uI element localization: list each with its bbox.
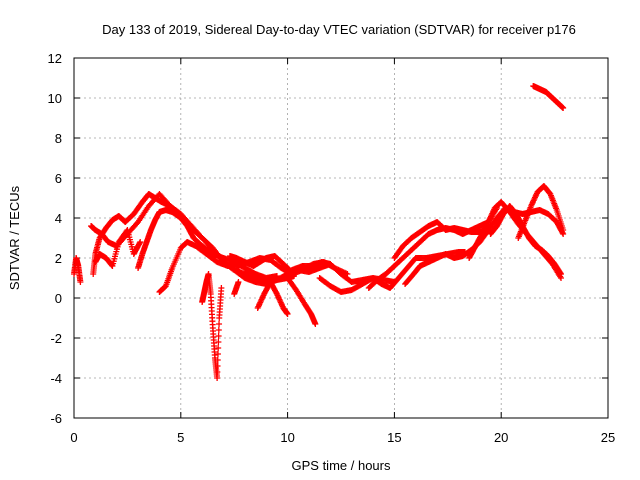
series-arc-16 bbox=[402, 205, 567, 287]
data-point bbox=[558, 271, 565, 277]
y-tick-label: 0 bbox=[55, 291, 62, 306]
y-tick-label: -6 bbox=[50, 411, 62, 426]
data-point bbox=[214, 363, 221, 369]
data-point bbox=[77, 279, 84, 285]
x-tick-label: 0 bbox=[70, 430, 77, 445]
y-axis-label: SDTVAR / TECUs bbox=[7, 185, 22, 290]
axis-ticks: 0 5 10 15 20 25 -6 -4 -2 0 2 4 6 8 10 12 bbox=[48, 51, 616, 445]
x-tick-label: 15 bbox=[387, 430, 401, 445]
y-tick-label: 12 bbox=[48, 51, 62, 66]
data-point bbox=[215, 333, 222, 339]
data-point bbox=[137, 239, 144, 245]
data-point bbox=[214, 369, 221, 375]
series-arc-8 bbox=[226, 253, 295, 275]
data-point bbox=[215, 339, 222, 345]
plot-frame bbox=[73, 57, 609, 419]
data-point bbox=[235, 279, 242, 285]
series-arc-7 bbox=[199, 271, 225, 381]
grid bbox=[74, 58, 608, 418]
y-tick-label: 8 bbox=[55, 131, 62, 146]
data-point bbox=[214, 351, 221, 357]
y-tick-label: 6 bbox=[55, 171, 62, 186]
y-tick-label: 10 bbox=[48, 91, 62, 106]
data-point bbox=[216, 321, 223, 327]
x-tick-label: 5 bbox=[177, 430, 184, 445]
data-points bbox=[71, 83, 567, 381]
data-point bbox=[215, 345, 222, 351]
series-arc-5 bbox=[135, 207, 280, 281]
series-arc-9 bbox=[231, 279, 242, 297]
y-tick-label: -4 bbox=[50, 371, 62, 386]
y-tick-label: -2 bbox=[50, 331, 62, 346]
series-arc-19 bbox=[515, 183, 567, 241]
series-arc-4 bbox=[92, 227, 144, 269]
series-arc-14 bbox=[365, 205, 500, 291]
data-point bbox=[218, 285, 225, 291]
series-arc-1 bbox=[71, 255, 84, 285]
data-point bbox=[560, 105, 567, 111]
data-point bbox=[312, 321, 319, 327]
x-tick-label: 20 bbox=[494, 430, 508, 445]
data-point bbox=[284, 311, 291, 317]
x-axis-label: GPS time / hours bbox=[292, 458, 391, 473]
data-point bbox=[214, 357, 221, 363]
series-arc-18 bbox=[487, 203, 565, 277]
series-arc-11 bbox=[284, 275, 319, 327]
y-tick-label: 2 bbox=[55, 251, 62, 266]
data-point bbox=[214, 375, 221, 381]
x-tick-label: 10 bbox=[280, 430, 294, 445]
data-point bbox=[273, 273, 280, 279]
data-point bbox=[560, 227, 567, 233]
data-point bbox=[215, 327, 222, 333]
chart-title: Day 133 of 2019, Sidereal Day-to-day VTE… bbox=[102, 22, 576, 37]
y-tick-label: 4 bbox=[55, 211, 62, 226]
x-tick-label: 25 bbox=[601, 430, 615, 445]
series-arc-10 bbox=[254, 279, 291, 317]
series-arc-20 bbox=[530, 83, 567, 111]
